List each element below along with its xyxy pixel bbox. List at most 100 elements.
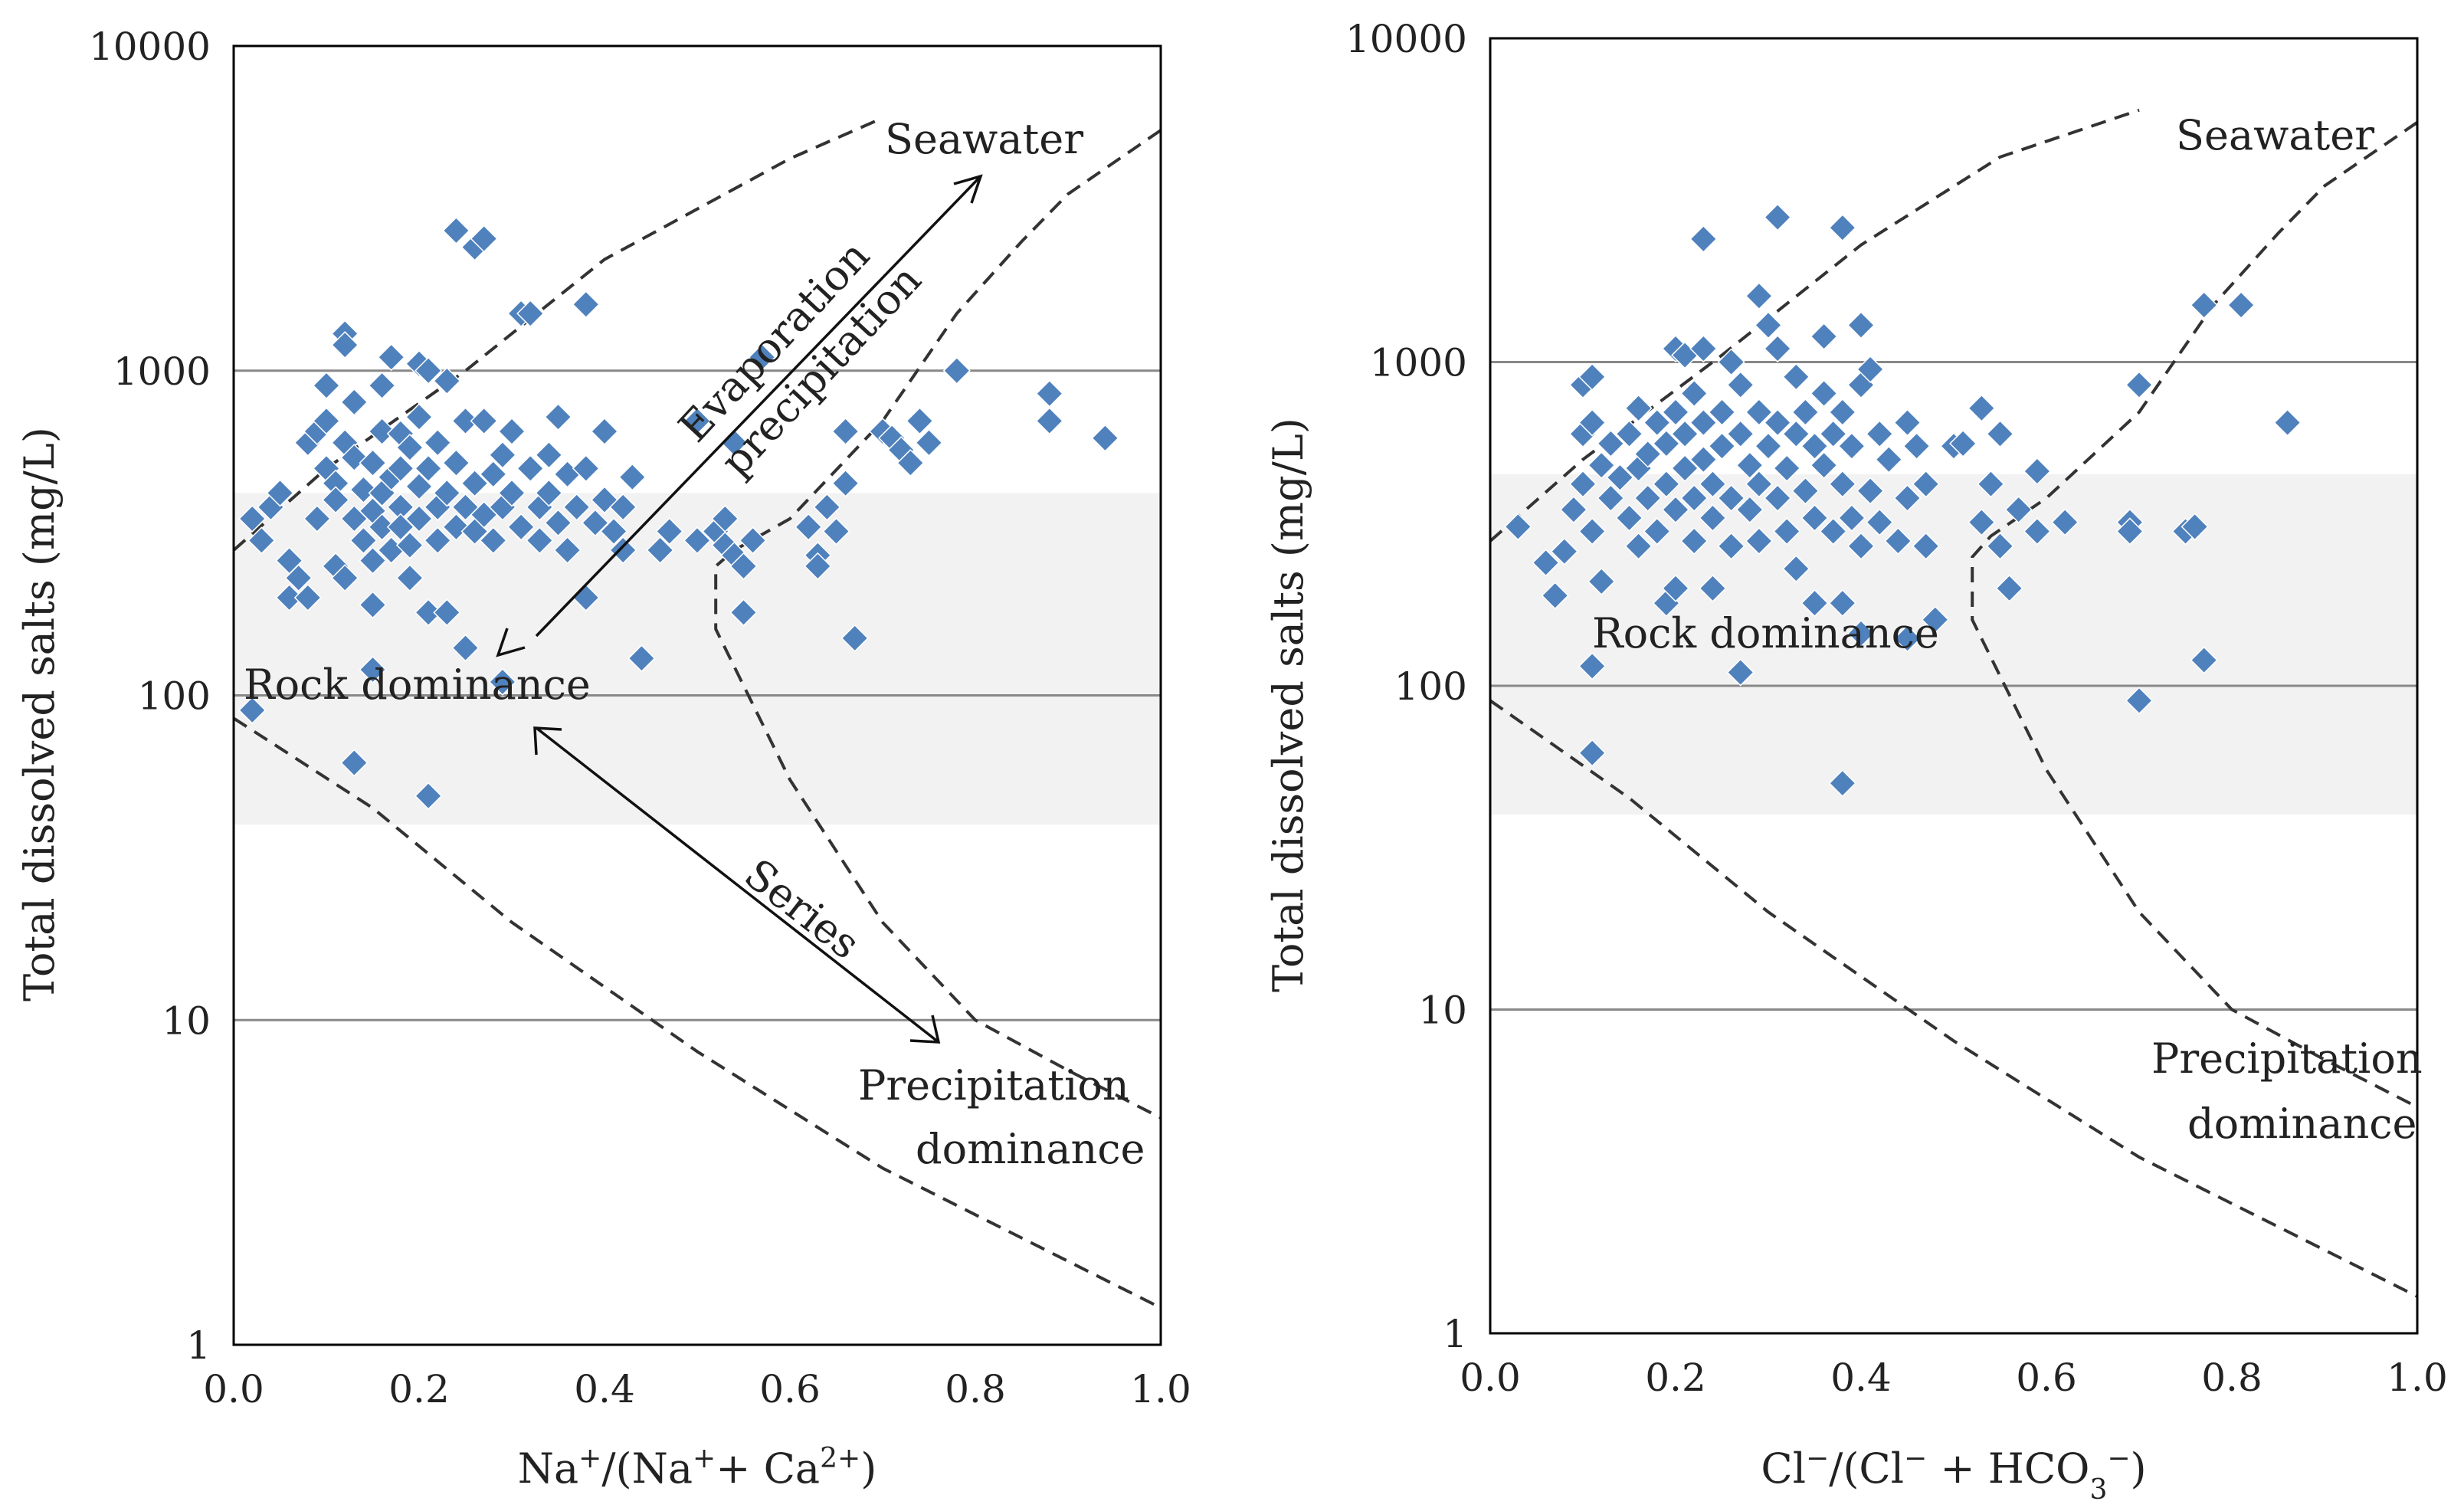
data-point [535,479,563,507]
plot-frame [232,44,1162,1346]
data-point [507,513,536,541]
x-tick-label: 0.0 [203,1367,264,1411]
data-point [1091,424,1119,452]
data-point [1615,503,1643,532]
data-point [609,493,637,521]
data-point [1819,420,1847,448]
data-point [1689,408,1718,437]
data-point [331,564,359,592]
data-point [544,403,572,431]
data-point [683,407,712,435]
data-point [1866,420,1894,448]
x-tick-label: 0.8 [2201,1356,2262,1400]
data-point [2273,408,2302,437]
data-point [405,403,434,431]
y-tick-label: 1000 [1370,341,1467,385]
data-point [1568,470,1597,498]
data-point [516,454,545,483]
data-point [1680,527,1709,556]
data-point [1726,420,1755,448]
data-point [1745,282,1773,310]
label-rock-dominance: Rock dominance [1592,609,1939,657]
data-point [831,469,860,497]
data-point [368,513,396,541]
data-point [1800,589,1829,618]
data-point [1764,484,1792,513]
data-point [414,598,443,627]
data-point [572,454,600,483]
data-point [1791,398,1820,427]
data-point [1875,445,1903,474]
label-dominance: dominance [2187,1100,2417,1148]
data-point [1717,532,1745,560]
data-point [729,598,758,627]
data-point [359,546,387,575]
data-point [535,441,563,469]
x-tick-label: 0.0 [1460,1356,1521,1400]
data-point [942,356,971,385]
data-point [2190,291,2218,320]
data-point [479,460,507,488]
data-point [238,696,267,724]
x-tick-labels: 0.0 0.2 0.4 0.6 0.8 1.0 [203,1367,1191,1411]
data-point [526,526,554,555]
data-point [1846,532,1876,560]
data-point [1726,658,1755,687]
data-point [1606,464,1634,492]
data-point [340,749,369,777]
data-point [405,472,434,500]
data-point [840,624,869,652]
data-point [1661,496,1690,524]
arrowhead-evaporation-down [496,628,526,657]
data-point [1949,429,1977,457]
data-point [590,417,619,446]
data-point [1754,311,1783,339]
arrow-evaporation [535,175,982,638]
data-point [470,225,498,253]
x-tick-label: 0.2 [388,1367,450,1411]
data-point [1995,574,2023,602]
data-point [414,782,443,810]
data-point [1828,214,1856,242]
data-point [1828,589,1856,618]
data-point [1986,532,2014,560]
data-point [247,526,276,555]
x-tick-labels: 0.0 0.2 0.4 0.6 0.8 1.0 [1460,1356,2448,1400]
data-point [627,644,656,673]
data-point [1633,440,1662,468]
data-point [1846,311,1876,339]
data-point [424,428,452,457]
y-axis-title: Total dissolved salts (mg/L) [1264,418,1312,992]
data-point [1866,508,1894,536]
data-point [1708,432,1736,461]
data-point [1680,379,1709,408]
label-seawater: Seawater [2176,111,2374,159]
data-point [1791,477,1820,505]
data-point [1504,513,1532,541]
data-point [1615,420,1643,448]
data-point [1578,408,1607,437]
data-point [359,449,387,477]
data-point [1708,398,1736,427]
x-tick-label: 0.2 [1645,1356,1706,1400]
label-dominance: dominance [916,1125,1145,1173]
data-point [1689,445,1718,474]
data-point [655,517,683,546]
data-point [1837,503,1866,532]
data-point [1550,537,1578,566]
data-point [795,513,823,541]
data-point [460,469,489,497]
data-point [906,407,934,435]
data-point [266,479,294,507]
data-point [711,504,739,533]
data-point [284,564,313,592]
data-point [424,526,452,555]
data-point [1764,334,1792,363]
data-point [1597,429,1625,457]
data-point [1689,225,1718,253]
data-point [497,417,526,446]
x-axis-title: Cl−/(Cl− + HCO3−) [1761,1443,2146,1506]
data-point [303,504,331,533]
data-point [1810,322,1838,351]
